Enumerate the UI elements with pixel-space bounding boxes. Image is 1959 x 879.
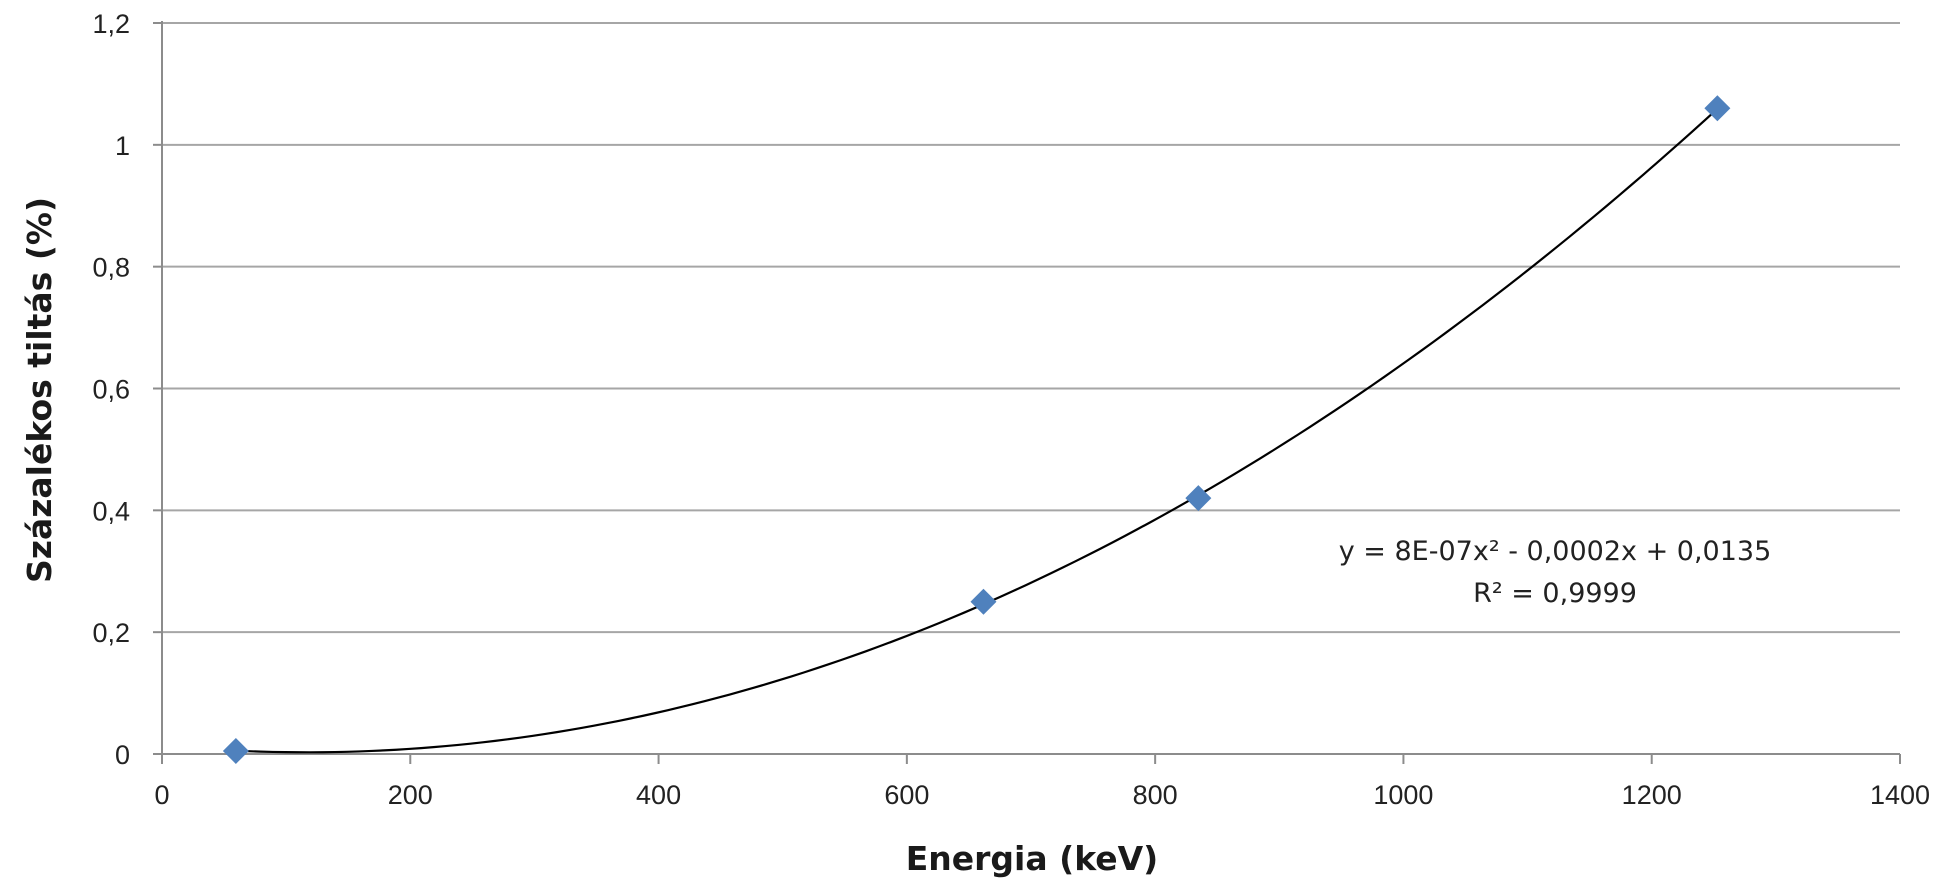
y-tick-label: 0 (115, 740, 130, 770)
y-tick-label: 0,4 (92, 496, 130, 526)
x-tick-label: 0 (154, 780, 169, 810)
trendline-curve (235, 108, 1719, 754)
axes (153, 21, 1901, 764)
x-axis-title: Energia (keV) (906, 839, 1159, 878)
y-tick-label: 0,6 (92, 375, 130, 405)
gridlines (162, 22, 1900, 634)
data-points (222, 95, 1731, 764)
x-tick-label: 200 (388, 780, 433, 810)
data-point-diamond (1185, 485, 1212, 512)
y-tick-label: 0,2 (92, 618, 130, 648)
y-tick-label: 1,2 (92, 9, 130, 39)
x-tick-label: 600 (884, 780, 929, 810)
trendline-equation: y = 8E-07x² - 0,0002x + 0,0135 (1339, 536, 1772, 567)
trendline-layer (235, 108, 1719, 754)
x-tick-label: 1400 (1870, 780, 1930, 810)
y-axis-title: Százalékos tiltás (%) (20, 197, 59, 583)
x-tick-label: 1000 (1373, 780, 1433, 810)
x-tick-label: 400 (636, 780, 681, 810)
data-point-diamond (222, 737, 249, 764)
data-point-diamond (1704, 95, 1731, 122)
data-point-diamond (970, 588, 997, 615)
x-tick-label: 800 (1133, 780, 1178, 810)
y-tick-label: 1 (115, 131, 130, 161)
tick-labels: 0 0,2 0,4 0,6 0,8 1 1,2 0 200 400 600 800 1000 1200 14… (92, 9, 1930, 810)
y-tick-label: 0,8 (92, 253, 130, 283)
trendline-r-squared: R² = 0,9999 (1473, 578, 1637, 609)
x-tick-label: 1200 (1622, 780, 1682, 810)
